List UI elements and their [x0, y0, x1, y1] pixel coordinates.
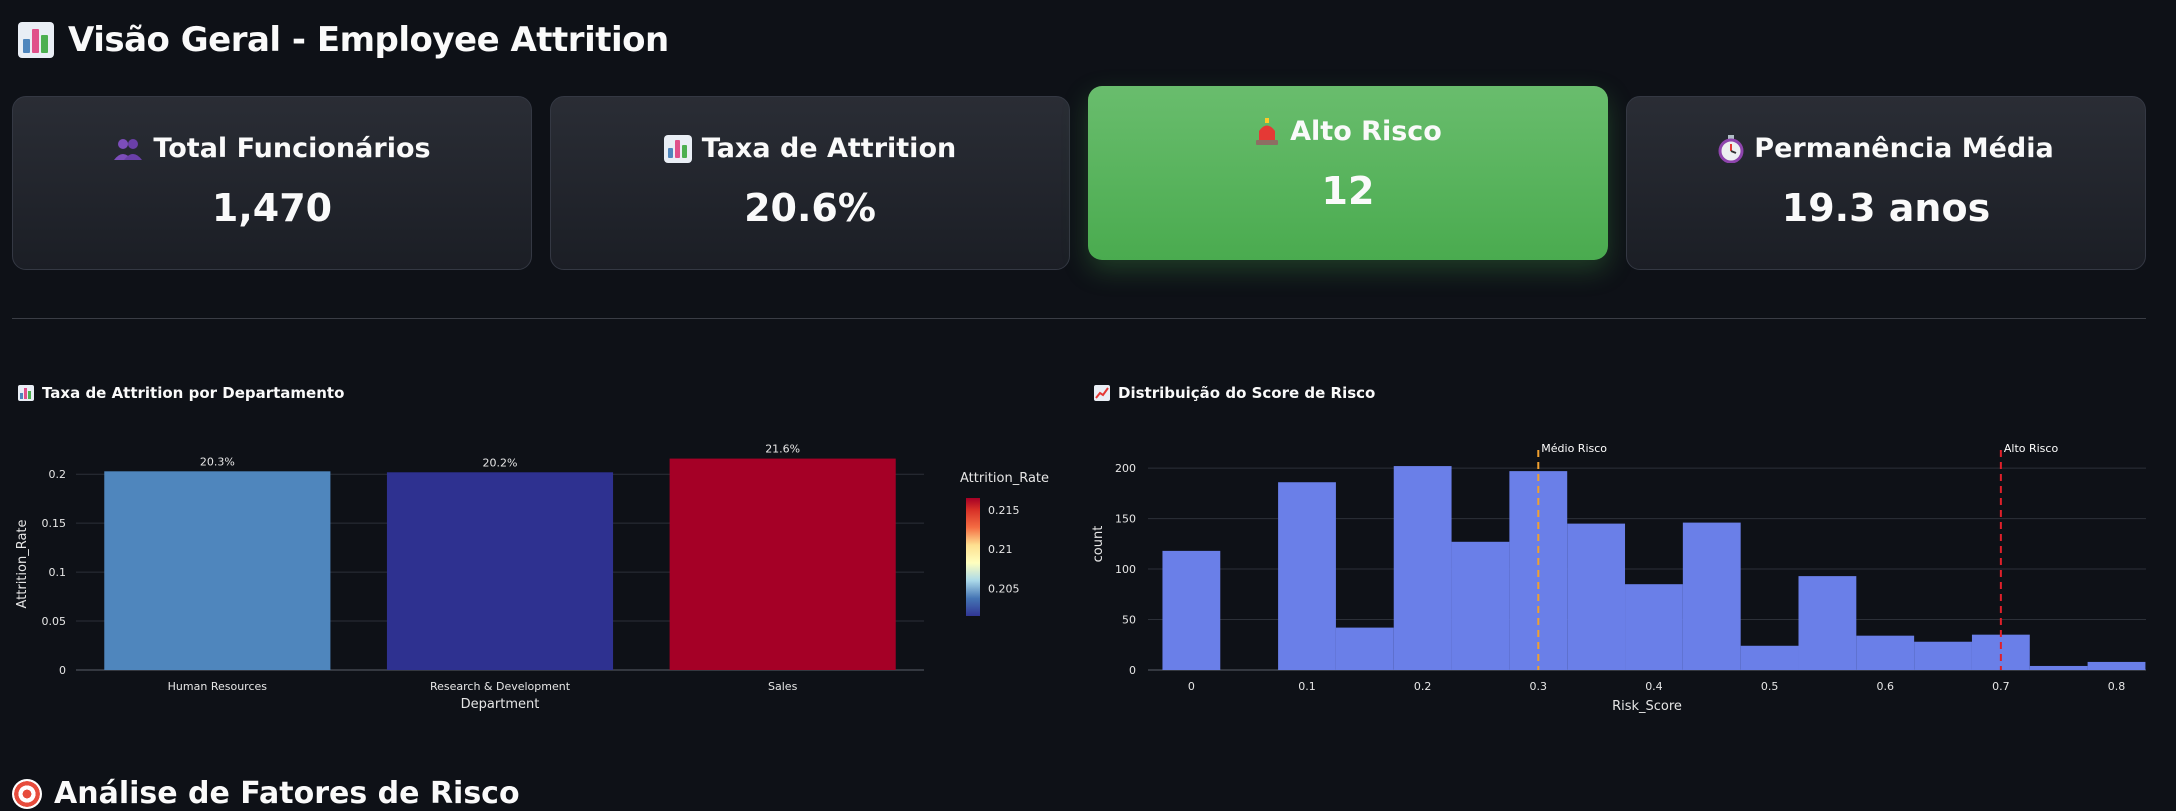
people-icon — [114, 138, 143, 160]
colorbar — [966, 498, 980, 616]
histogram-bar — [1856, 635, 1915, 670]
bar — [104, 471, 331, 670]
histogram-bar — [1914, 641, 1972, 670]
line-chart-icon — [1094, 385, 1110, 401]
histogram-bar — [1567, 523, 1626, 670]
kpi-value: 20.6% — [744, 186, 876, 230]
stopwatch-icon — [1718, 134, 1744, 163]
x-tick-label: 0.3 — [1530, 680, 1548, 693]
colorbar-tick-label: 0.21 — [988, 543, 1013, 556]
y-axis-title: count — [1091, 526, 1106, 563]
kpi-card-attrition-rate: Taxa de Attrition 20.6% — [550, 96, 1070, 270]
histogram-bar — [1393, 466, 1452, 670]
y-tick-label: 0 — [1129, 664, 1136, 677]
histogram-bar — [1740, 645, 1799, 670]
histogram-bar — [1278, 482, 1336, 670]
x-tick-label: 0.6 — [1876, 680, 1894, 693]
y-tick-label: 50 — [1122, 614, 1136, 627]
histogram-bar — [2029, 665, 2088, 670]
colorbar-title: Attrition_Rate — [960, 471, 1049, 486]
x-tick-label: 0.4 — [1645, 680, 1663, 693]
kpi-card-total-employees: Total Funcionários 1,470 — [12, 96, 532, 270]
histogram-bar — [2087, 661, 2146, 670]
bar-chart-icon — [663, 134, 692, 163]
chart-title-risk-score: Distribuição do Score de Risco — [1094, 384, 1375, 402]
colorbar-tick-label: 0.205 — [988, 582, 1020, 595]
bar-chart-icon — [18, 22, 54, 58]
x-tick-label: Research & Development — [430, 680, 571, 693]
risk-score-histogram: 0 50 100 150 200 0 0.1 0.2 0.3 0.4 0.5 0.6 0.7 0.8 Méd… — [1091, 442, 2146, 714]
page-title: Visão Geral - Employee Attrition — [18, 14, 669, 66]
page-title-text: Visão Geral - Employee Attrition — [68, 20, 669, 60]
kpi-card-high-risk: Alto Risco 12 — [1088, 86, 1608, 260]
colorbar-tick-label: 0.215 — [988, 504, 1020, 517]
y-tick-label: 0.1 — [49, 566, 67, 579]
y-tick-label: 100 — [1115, 563, 1136, 576]
threshold-label: Médio Risco — [1541, 442, 1607, 455]
bar — [386, 472, 614, 670]
x-axis-title: Department — [461, 697, 540, 712]
x-tick-label: Human Resources — [168, 680, 268, 693]
histogram-bar — [1798, 576, 1857, 670]
department-attrition-chart: 0 0.05 0.1 0.15 0.2 20.3% Human Resources 20.2%… — [15, 443, 1049, 712]
kpi-value: 1,470 — [211, 186, 333, 230]
kpi-label: Taxa de Attrition — [551, 133, 1069, 164]
x-tick-label: 0 — [1188, 680, 1195, 693]
kpi-value: 12 — [1321, 169, 1375, 213]
histogram-bar — [1682, 522, 1741, 670]
threshold-label: Alto Risco — [2004, 442, 2059, 455]
histogram-bar — [1162, 550, 1221, 670]
x-axis-title: Risk_Score — [1612, 699, 1682, 714]
kpi-value: 19.3 anos — [1781, 186, 1991, 230]
y-tick-label: 200 — [1115, 462, 1136, 475]
y-tick-label: 150 — [1115, 513, 1136, 526]
bar — [669, 458, 896, 670]
siren-icon — [1256, 117, 1279, 145]
x-tick-label: 0.2 — [1414, 680, 1432, 693]
y-tick-label: 0 — [59, 664, 66, 677]
data-label: 20.3% — [200, 455, 235, 468]
histogram-bar — [1335, 627, 1394, 670]
histogram-bar — [1451, 541, 1510, 670]
histogram-bar — [1971, 634, 2030, 670]
y-tick-label: 0.15 — [42, 517, 67, 530]
x-tick-label: 0.8 — [2108, 680, 2126, 693]
chart-title-department: Taxa de Attrition por Departamento — [18, 384, 344, 402]
data-label: 20.2% — [483, 456, 518, 469]
y-tick-label: 0.2 — [49, 468, 67, 481]
kpi-label: Permanência Média — [1627, 133, 2145, 164]
histogram-bar — [1625, 584, 1683, 670]
kpi-card-average-tenure: Permanência Média 19.3 anos — [1626, 96, 2146, 270]
y-axis-title: Attrition_Rate — [15, 519, 30, 608]
divider — [12, 318, 2146, 319]
bar-chart-icon — [18, 385, 34, 401]
x-tick-label: 0.5 — [1761, 680, 1779, 693]
kpi-row: Total Funcionários 1,470 Taxa de Attriti… — [12, 86, 2146, 276]
kpi-label: Total Funcionários — [13, 133, 531, 164]
y-tick-label: 0.05 — [42, 615, 67, 628]
x-tick-label: 0.7 — [1992, 680, 2010, 693]
x-tick-label: Sales — [768, 680, 798, 693]
kpi-label: Alto Risco — [1088, 116, 1608, 147]
x-tick-label: 0.1 — [1298, 680, 1316, 693]
data-label: 21.6% — [765, 443, 800, 456]
